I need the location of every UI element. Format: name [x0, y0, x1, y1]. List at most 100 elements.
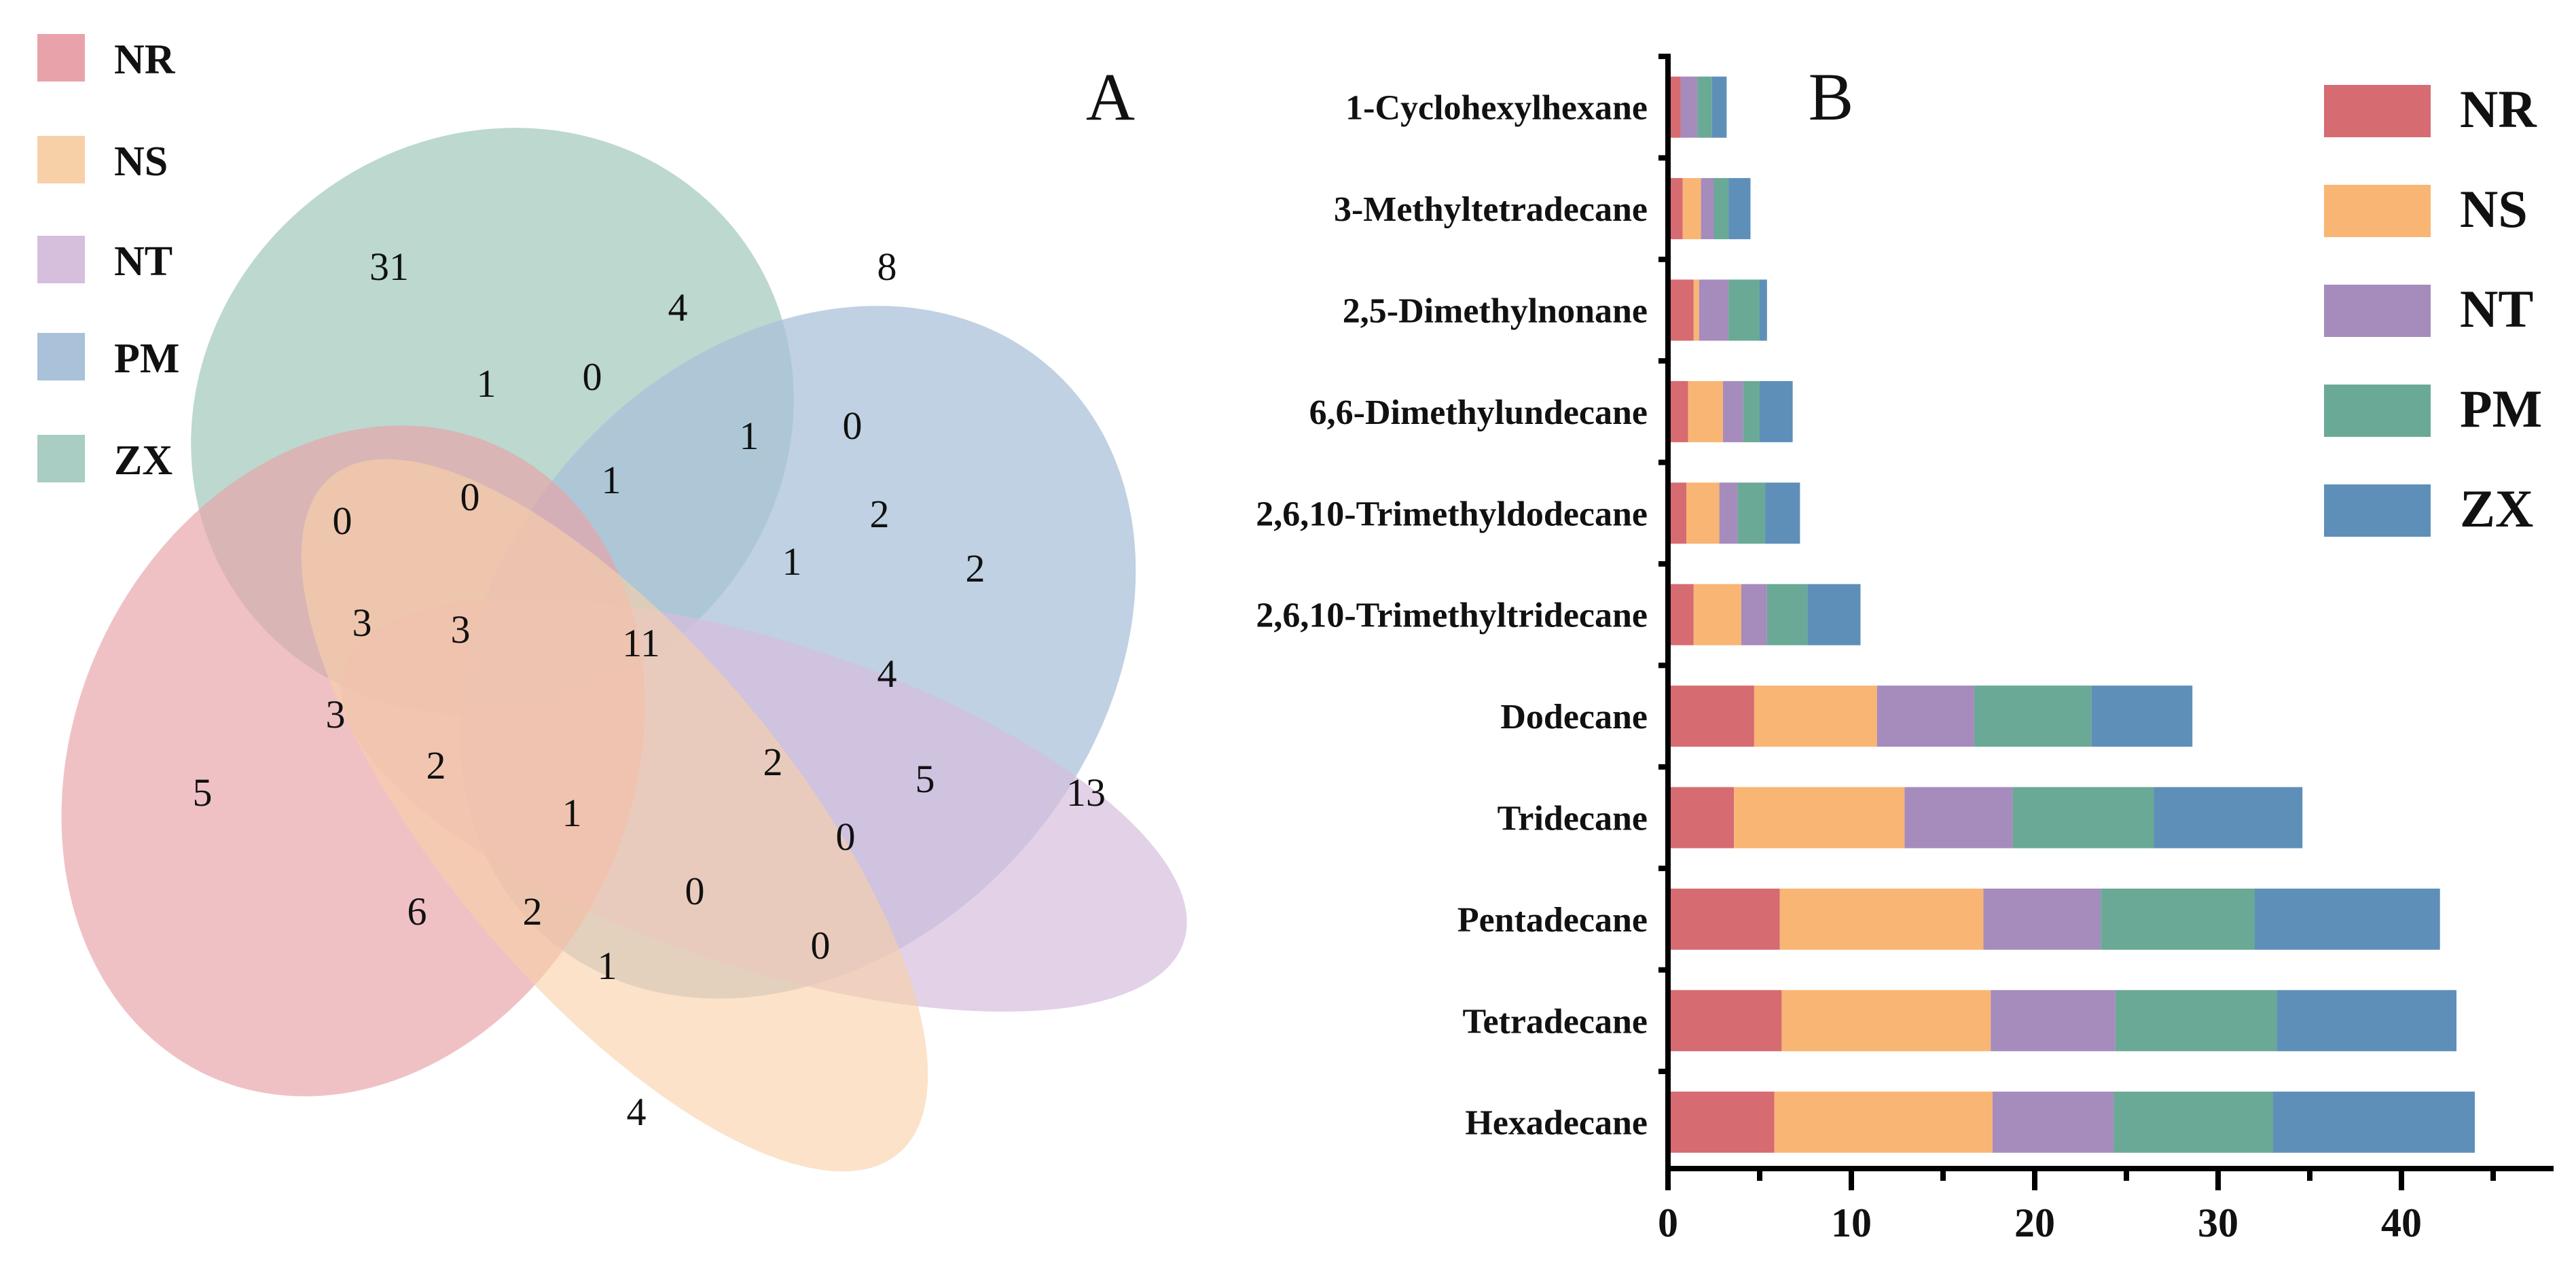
venn-count: 4 [627, 1090, 647, 1134]
category-label: Hexadecane [1465, 1104, 1648, 1143]
bar-segment-nr [1668, 279, 1694, 341]
bar-segment-pm [1737, 482, 1766, 544]
venn-count: 3 [352, 601, 372, 645]
x-tick-label: 40 [2381, 1200, 2422, 1245]
venn-count: 3 [451, 607, 471, 652]
venn-legend-label-zx: ZX [114, 438, 173, 484]
bar-segment-nr [1668, 1091, 1775, 1153]
venn-legend-swatch-pm [37, 333, 85, 380]
bar-legend-label-nr: NR [2460, 79, 2537, 139]
x-tick-label: 0 [1658, 1200, 1678, 1245]
bar-segment-ns [1754, 686, 1877, 747]
venn-legend-swatch-nr [37, 34, 85, 82]
bar-segment-nt [1680, 76, 1698, 138]
bar-legend-swatch-pm [2324, 385, 2431, 437]
bar-segment-nt [1876, 686, 1974, 747]
bar-segment-zx [2091, 686, 2193, 747]
category-label: 2,6,10-Trimethyltridecane [1256, 597, 1648, 635]
venn-count: 1 [602, 458, 621, 502]
category-label: Pentadecane [1457, 901, 1648, 940]
bar-segment-nt [1904, 787, 2013, 849]
bar-axes: 0 10 20 30 40 [1658, 54, 2554, 1245]
category-label: Dodecane [1500, 698, 1648, 736]
venn-count: 2 [966, 546, 985, 590]
bar-segment-zx [1760, 279, 1767, 341]
venn-count: 0 [843, 404, 863, 448]
venn-set-ns [301, 459, 928, 1172]
bar-legend-label-ns: NS [2460, 179, 2528, 238]
venn-count: 1 [782, 539, 802, 584]
bar-segment-pm [2114, 1091, 2273, 1153]
venn-shapes [61, 128, 1187, 1172]
venn-count: 1 [598, 944, 617, 988]
bar-segment-pm [1713, 178, 1729, 240]
bar-segment-pm [2012, 787, 2154, 849]
venn-count: 3 [326, 692, 346, 736]
bar-legend-swatch-nr [2324, 85, 2431, 137]
venn-count: 2 [523, 889, 543, 933]
venn-count: 1 [477, 361, 496, 406]
bar-segment-pm [1697, 76, 1712, 138]
venn-count: 0 [333, 499, 352, 543]
venn-legend-label-pm: PM [114, 336, 179, 382]
bar-legend-swatch-ns [2324, 185, 2431, 237]
bar-segment-nt [1723, 380, 1743, 442]
bar-legend-swatch-zx [2324, 484, 2431, 537]
bar-segment-nt [1983, 888, 2101, 950]
bar-segment-zx [2276, 990, 2456, 1052]
bar-segment-pm [1766, 584, 1808, 645]
bar-segment-pm [1728, 279, 1760, 341]
venn-count: 2 [427, 743, 446, 787]
venn-count: 0 [811, 923, 831, 967]
bar-segment-ns [1774, 1091, 1993, 1153]
category-label: 2,5-Dimethylnonane [1343, 292, 1648, 331]
venn-count: 0 [460, 475, 480, 519]
bar-segment-pm [1743, 380, 1760, 442]
venn-count: 13 [1066, 770, 1106, 815]
bar-segment-nr [1668, 888, 1780, 950]
venn-count: 0 [836, 815, 856, 859]
bar-segment-zx [1711, 76, 1727, 138]
bar-segment-nr [1668, 482, 1686, 544]
venn-count: 5 [193, 770, 213, 815]
bar-segment-nt [1741, 584, 1767, 645]
bar-segment-nr [1668, 787, 1735, 849]
bar-segment-nt [1719, 482, 1738, 544]
bar-plot-area [1668, 76, 2475, 1153]
bar-segment-ns [1734, 787, 1905, 849]
venn-count: 0 [685, 869, 705, 913]
venn-count: 5 [915, 757, 935, 801]
venn-legend-label-ns: NS [114, 139, 168, 185]
bar-segment-zx [2273, 1091, 2475, 1153]
bar-segment-pm [1974, 686, 2092, 747]
venn-count: 31 [369, 245, 409, 289]
category-label: Tetradecane [1463, 1002, 1648, 1041]
venn-count: 4 [877, 652, 897, 696]
bar-segment-ns [1682, 178, 1701, 240]
venn-legend-swatch-nt [37, 236, 85, 283]
bar-segment-pm [2101, 888, 2255, 950]
bar-segment-nr [1668, 686, 1754, 747]
panel-b-label: B [1809, 59, 1854, 135]
bar-segment-nr [1668, 76, 1681, 138]
bar-legend-label-pm: PM [2460, 379, 2542, 438]
venn-count: 6 [407, 889, 427, 933]
x-tick-label: 10 [1831, 1200, 1872, 1245]
bar-legend-label-nt: NT [2460, 279, 2533, 338]
venn-counts: 31 4 8 1 0 1 0 0 0 1 2 2 1 3 3 11 4 3 2 … [193, 245, 1106, 1134]
venn-count: 2 [763, 740, 783, 784]
bar-segment-ns [1686, 482, 1720, 544]
bar-segment-nr [1668, 584, 1694, 645]
bar-panel: B NR NS NT PM ZX 1-Cyclohexylhexane 3-Methylt… [1256, 54, 2554, 1245]
category-label: 3-Methyltetradecane [1334, 190, 1648, 229]
bar-segment-zx [1807, 584, 1861, 645]
bar-segment-zx [1760, 380, 1793, 442]
venn-legend-label-nt: NT [114, 238, 173, 285]
bar-segment-zx [1765, 482, 1800, 544]
bar-segment-ns [1693, 279, 1699, 341]
bar-segment-nt [1991, 990, 2116, 1052]
category-label: 2,6,10-Trimethyldodecane [1256, 495, 1648, 533]
category-label: 1-Cyclohexylhexane [1345, 89, 1648, 128]
venn-count: 0 [583, 355, 602, 399]
